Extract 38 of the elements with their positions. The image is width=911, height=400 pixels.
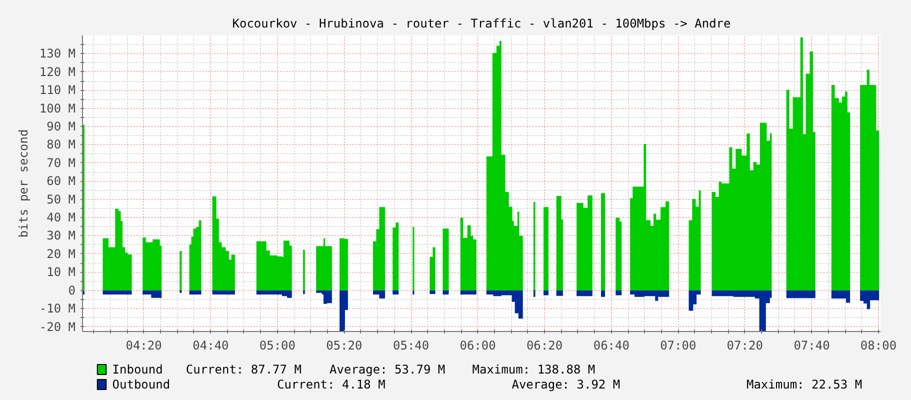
x-tick-label: 05:00 [259, 338, 296, 352]
text: Maximum: 138.88 M [472, 362, 596, 376]
y-tick-label: 40 M [46, 210, 76, 225]
y-tick-label: 0 [68, 283, 76, 298]
x-tick-label: 08:00 [860, 338, 897, 352]
y-tick-label: -10 M [39, 302, 76, 316]
x-tick-label: 07:20 [726, 338, 763, 352]
y-tick-label: 30 M [46, 228, 76, 243]
y-tick-label: 70 M [46, 156, 76, 170]
x-tick-label: 05:20 [326, 338, 362, 352]
y-tick-label: 60 M [46, 174, 76, 188]
x-tick-label: 04:40 [192, 338, 229, 352]
x-tick-label: 07:40 [794, 338, 830, 352]
text: Current: 87.77 M [186, 362, 302, 376]
x-tick-label: 06:20 [526, 338, 563, 352]
text: Maximum: 22.53 M [746, 378, 862, 392]
x-tick-label: 07:00 [660, 338, 696, 352]
y-tick-label: 80 M [46, 138, 76, 152]
y-tick-label: 90 M [46, 120, 76, 134]
text: Average: 53.79 M [330, 362, 446, 376]
text: Current: 4.18 M [276, 378, 386, 392]
legend-label: Inbound [112, 362, 163, 376]
y-tick-label: 20 M [46, 246, 76, 261]
legend-label: Outbound [112, 378, 170, 392]
y-axis-title: bits per second [16, 129, 30, 238]
y-tick-label: 100 M [39, 101, 76, 116]
text: Average: 3.92 M [512, 378, 620, 392]
x-tick-label: 04:20 [126, 338, 162, 352]
x-tick-label: 05:40 [393, 338, 430, 352]
y-tick-label: 120 M [39, 64, 76, 79]
y-tick-label: -20 M [39, 320, 76, 334]
chart-title: Kocourkov - Hrubinova - router - Traffic - vlan201 - 100Mbps -> Andre [232, 16, 731, 30]
y-tick-label: 110 M [39, 83, 76, 98]
y-tick-label: 130 M [39, 46, 76, 61]
x-tick-label: 06:00 [460, 338, 496, 352]
x-tick-label: 06:40 [593, 338, 630, 352]
y-tick-label: 10 M [46, 265, 76, 280]
y-tick-label: 50 M [46, 192, 76, 206]
